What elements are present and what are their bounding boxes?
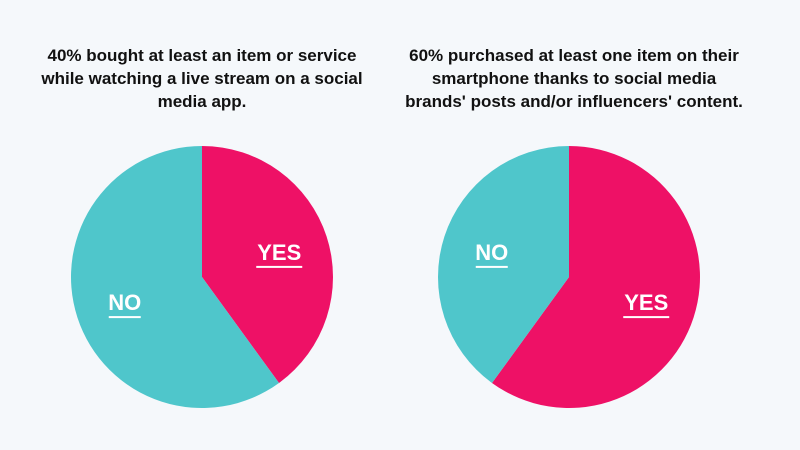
- pie-1-label-underline-no: [475, 265, 508, 268]
- pie-0-label-no: NO: [108, 290, 141, 315]
- pie-1-slice-yes: [492, 146, 701, 409]
- pie-0-label-yes: YES: [257, 240, 301, 265]
- pie-0-slice-no: [70, 146, 279, 409]
- pie-0-label-underline-no: [108, 316, 141, 319]
- pie-0-slice-yes: [202, 146, 333, 383]
- pie-1-label-yes: YES: [624, 290, 668, 315]
- pie-1-label-no: NO: [475, 240, 508, 265]
- pie-1-label-underline-yes: [623, 316, 670, 319]
- chart-title-live-stream: 40% bought at least an item or service w…: [41, 46, 363, 111]
- chart-title-smartphone: 60% purchased at least one item on their…: [405, 46, 743, 111]
- pie-0-label-underline-yes: [256, 265, 303, 268]
- pie-1-slice-no: [438, 146, 569, 383]
